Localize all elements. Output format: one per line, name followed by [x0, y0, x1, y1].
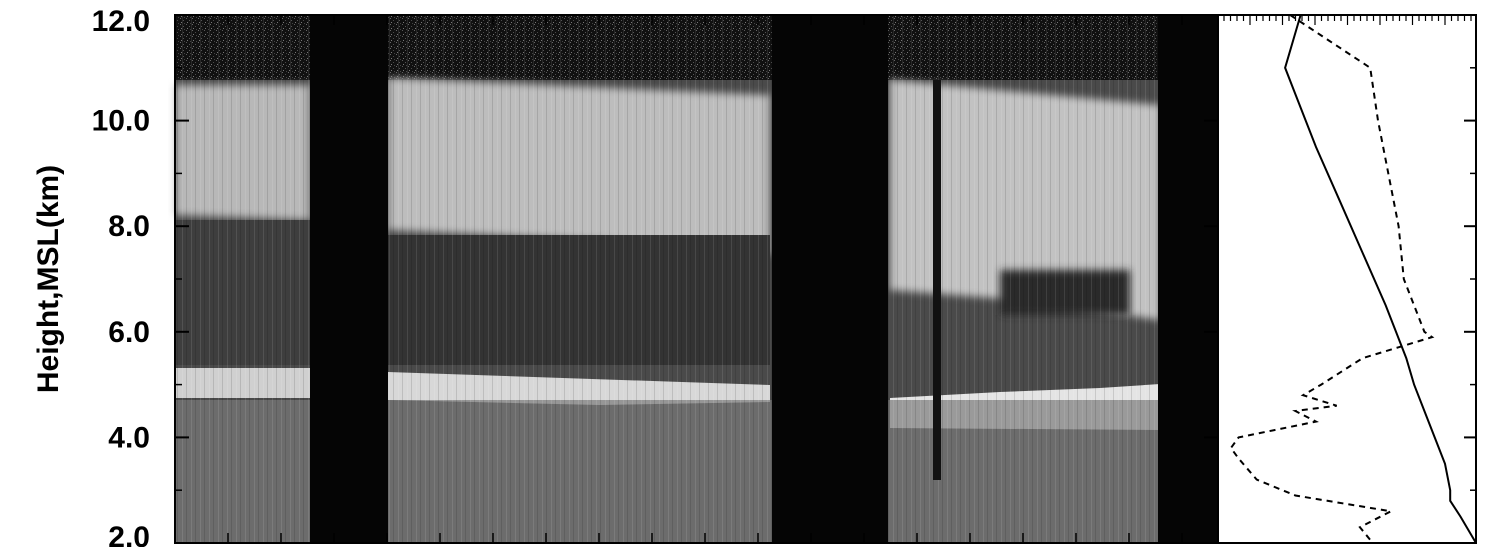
profile-axis-ticks [1223, 14, 1476, 544]
profile-line-dashed [1229, 14, 1435, 544]
y-axis: 2.0 4.0 6.0 8.0 10.0 12.0 [92, 5, 150, 547]
y-tick-label: 12.0 [92, 5, 150, 38]
profile-line-solid [1284, 14, 1477, 544]
y-tick-label: 4.0 [108, 421, 150, 454]
profile-lines [1229, 14, 1477, 544]
y-tick-label: 6.0 [108, 316, 150, 349]
data-gap [1158, 15, 1218, 543]
data-gaps [310, 15, 1218, 543]
y-tick-label: 8.0 [108, 210, 150, 243]
data-gap [933, 80, 941, 480]
data-gap [310, 15, 388, 543]
y-tick-label: 2.0 [108, 521, 150, 547]
y-axis-title: Height,MSL(km) [32, 165, 65, 393]
image-axis-ticks [175, 14, 1218, 544]
data-gap [772, 15, 888, 543]
profile-background [1218, 15, 1476, 543]
backscatter-image-panel [174, 14, 1219, 544]
y-tick-label: 10.0 [92, 105, 150, 138]
profile-panel [1217, 14, 1477, 544]
